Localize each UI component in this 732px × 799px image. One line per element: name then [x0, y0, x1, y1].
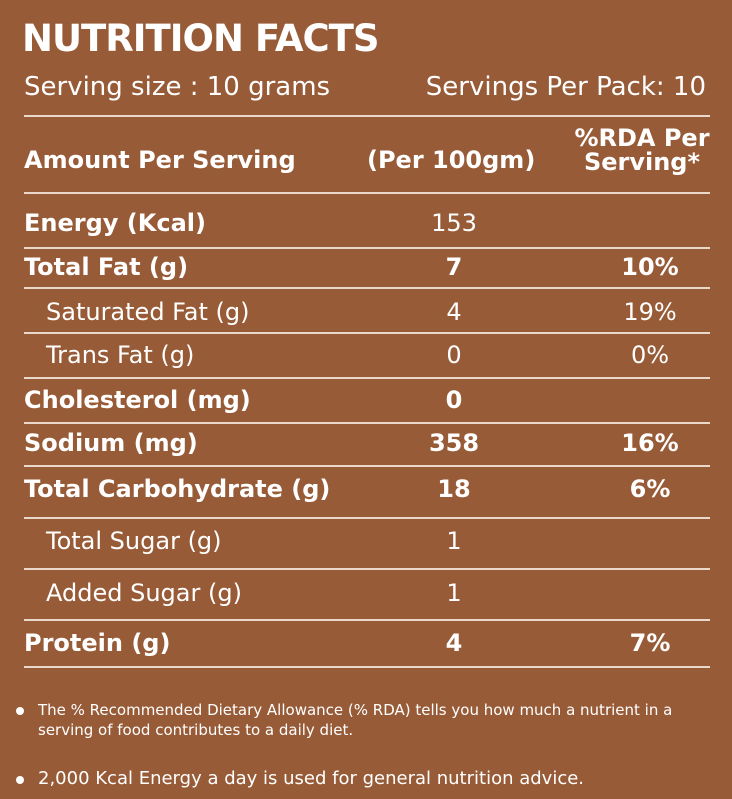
footnotes: The % Recommended Dietary Allowance (% R… [16, 700, 718, 790]
row-divider [24, 568, 710, 570]
table-row-added-sugar: Added Sugar (g) 1 [24, 576, 710, 610]
row-label: Energy (Kcal) [24, 209, 206, 237]
row-value: 18 [437, 475, 471, 503]
row-value: 358 [428, 429, 480, 457]
bottom-divider [24, 666, 710, 668]
row-label: Saturated Fat (g) [46, 298, 250, 326]
top-divider [24, 115, 710, 117]
row-value: 1 [446, 579, 462, 607]
amount-per-serving-header: Amount Per Serving [24, 146, 296, 174]
table-row-total-sugar: Total Sugar (g) 1 [24, 524, 710, 558]
row-value: 4 [446, 298, 462, 326]
row-divider [24, 517, 710, 519]
footnote-energy: 2,000 Kcal Energy a day is used for gene… [16, 768, 718, 790]
row-value: 4 [445, 629, 463, 657]
rda-header-line-1: %RDA Per [574, 124, 710, 152]
row-value: 0 [445, 386, 463, 414]
row-rda: 19% [623, 298, 677, 326]
table-row-total-fat: Total Fat (g) 7 10% [24, 250, 710, 284]
row-label: Cholesterol (mg) [24, 386, 251, 414]
table-row-total-carbohydrate: Total Carbohydrate (g) 18 6% [24, 472, 710, 506]
row-label: Sodium (mg) [24, 429, 198, 457]
row-label: Total Sugar (g) [46, 527, 222, 555]
table-row-saturated-fat: Saturated Fat (g) 4 19% [24, 295, 710, 329]
row-divider [24, 465, 710, 467]
table-row-energy: Energy (Kcal) 153 [24, 206, 710, 240]
row-rda: 16% [621, 429, 679, 457]
servings-per-pack: Servings Per Pack: 10 [425, 72, 706, 102]
row-divider [24, 422, 710, 424]
row-label: Total Fat (g) [24, 253, 189, 281]
row-value: 7 [445, 253, 463, 281]
row-divider [24, 377, 710, 379]
table-row-cholesterol: Cholesterol (mg) 0 [24, 383, 710, 417]
nutrition-facts-title: NUTRITION FACTS [22, 17, 380, 60]
row-value: 0 [446, 341, 462, 369]
rda-header-line-2: Serving* [583, 148, 701, 176]
footnote-text: 2,000 Kcal Energy a day is used for gene… [38, 768, 585, 789]
table-row-protein: Protein (g) 4 7% [24, 626, 710, 660]
row-divider [24, 287, 710, 289]
row-label: Trans Fat (g) [46, 341, 195, 369]
row-rda: 10% [621, 253, 679, 281]
row-rda: 6% [629, 475, 671, 503]
row-value: 1 [446, 527, 462, 555]
bullet-icon [16, 776, 24, 784]
row-value: 153 [431, 209, 477, 237]
row-rda: 0% [630, 341, 670, 369]
table-row-sodium: Sodium (mg) 358 16% [24, 426, 710, 460]
footnote-rda: The % Recommended Dietary Allowance (% R… [16, 700, 718, 740]
row-rda: 7% [629, 629, 671, 657]
row-label: Total Carbohydrate (g) [24, 475, 331, 503]
row-label: Protein (g) [24, 629, 171, 657]
header-divider [24, 192, 710, 194]
row-divider [24, 247, 710, 249]
footnote-text: The % Recommended Dietary Allowance (% R… [38, 701, 673, 739]
rda-per-serving-header: %RDA Per Serving* [572, 126, 712, 174]
serving-size: Serving size : 10 grams [24, 72, 331, 102]
bullet-icon [16, 707, 24, 715]
per-100gm-header: (Per 100gm) [367, 146, 536, 174]
table-header: Amount Per Serving (Per 100gm) %RDA Per … [24, 118, 710, 192]
row-divider [24, 619, 710, 621]
table-row-trans-fat: Trans Fat (g) 0 0% [24, 338, 710, 372]
row-divider [24, 332, 710, 334]
row-label: Added Sugar (g) [46, 579, 242, 607]
